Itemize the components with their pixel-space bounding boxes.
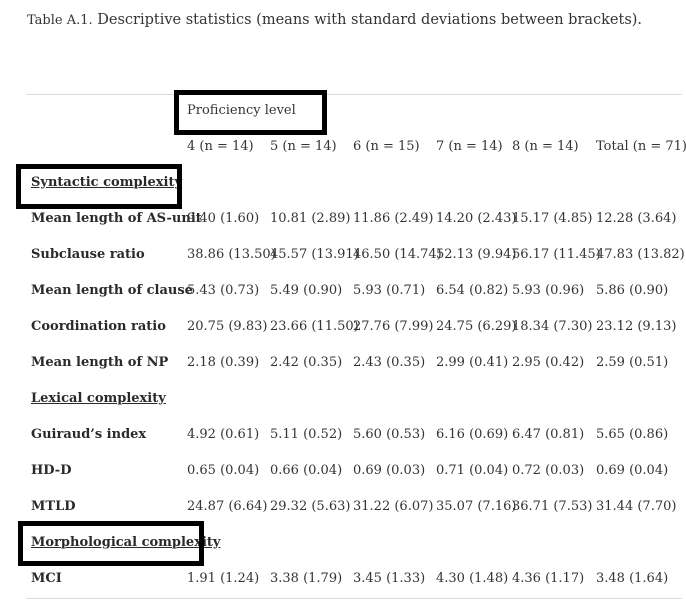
table-cell: 5.93 (0.71)	[353, 283, 426, 298]
column-header-8: 8 (n = 14)	[512, 139, 579, 154]
row-label: Mean length of AS-unit	[31, 211, 202, 226]
table-cell: 0.69 (0.04)	[596, 463, 669, 478]
table-cell: 6.54 (0.82)	[436, 283, 509, 298]
highlight-box-morphological	[18, 521, 204, 566]
table-cell: 0.69 (0.03)	[353, 463, 426, 478]
highlight-box-proficiency	[174, 90, 327, 135]
table-cell: 0.66 (0.04)	[270, 463, 343, 478]
section-heading-syntactic: Syntactic complexity	[31, 175, 183, 190]
table-cell: 2.95 (0.42)	[512, 355, 585, 370]
highlight-box-syntactic	[16, 164, 182, 209]
column-header-4: 4 (n = 14)	[187, 139, 254, 154]
table-cell: 12.28 (3.64)	[596, 211, 677, 226]
column-header-total: Total (n = 71)	[596, 139, 686, 154]
table-cell: 10.81 (2.89)	[270, 211, 351, 226]
column-header-6: 6 (n = 15)	[353, 139, 420, 154]
table-cell: 15.17 (4.85)	[512, 211, 593, 226]
table-cell: 0.71 (0.04)	[436, 463, 509, 478]
row-label: Subclause ratio	[31, 247, 145, 262]
table-cell: 36.71 (7.53)	[512, 499, 593, 514]
table-cell: 38.86 (13.50)	[187, 247, 276, 262]
table-cell: 0.72 (0.03)	[512, 463, 585, 478]
table-cell: 27.76 (7.99)	[353, 319, 434, 334]
table-bottom-rule	[26, 598, 682, 599]
table-cell: 35.07 (7.16)	[436, 499, 517, 514]
row-label: Mean length of clause	[31, 283, 193, 298]
table-cell: 5.43 (0.73)	[187, 283, 260, 298]
table-cell: 6.16 (0.69)	[436, 427, 509, 442]
table-cell: 11.86 (2.49)	[353, 211, 434, 226]
table-cell: 1.91 (1.24)	[187, 571, 260, 586]
table-cell: 14.20 (2.43)	[436, 211, 517, 226]
section-heading-lexical: Lexical complexity	[31, 391, 166, 406]
column-header-5: 5 (n = 14)	[270, 139, 337, 154]
row-label: MCI	[31, 571, 62, 586]
table-cell: 3.38 (1.79)	[270, 571, 343, 586]
row-label: Coordination ratio	[31, 319, 166, 334]
table-cell: 2.43 (0.35)	[353, 355, 426, 370]
table-cell: 5.65 (0.86)	[596, 427, 669, 442]
section-heading-morphological: Morphological complexity	[31, 535, 221, 550]
table-cell: 2.99 (0.41)	[436, 355, 509, 370]
table-cell: 3.45 (1.33)	[353, 571, 426, 586]
table-cell: 20.75 (9.83)	[187, 319, 268, 334]
table-cell: 6.47 (0.81)	[512, 427, 585, 442]
row-label: Guiraud’s index	[31, 427, 147, 442]
row-label: MTLD	[31, 499, 76, 514]
table-cell: 46.50 (14.74)	[353, 247, 442, 262]
table-cell: 2.42 (0.35)	[270, 355, 343, 370]
table-cell: 45.57 (13.91)	[270, 247, 359, 262]
table-cell: 5.11 (0.52)	[270, 427, 343, 442]
table-cell: 31.44 (7.70)	[596, 499, 677, 514]
column-header-7: 7 (n = 14)	[436, 139, 503, 154]
table-cell: 9.40 (1.60)	[187, 211, 260, 226]
table-cell: 23.12 (9.13)	[596, 319, 677, 334]
table-cell: 3.48 (1.64)	[596, 571, 669, 586]
row-label: Mean length of NP	[31, 355, 169, 370]
table-cell: 5.93 (0.96)	[512, 283, 585, 298]
table-cell: 0.65 (0.04)	[187, 463, 260, 478]
table-cell: 5.60 (0.53)	[353, 427, 426, 442]
table-cell: 4.30 (1.48)	[436, 571, 509, 586]
table-cell: 56.17 (11.45)	[512, 247, 601, 262]
caption-label: Table A.1.	[27, 13, 93, 28]
table-cell: 23.66 (11.50)	[270, 319, 359, 334]
table-cell: 2.18 (0.39)	[187, 355, 260, 370]
table-cell: 24.75 (6.29)	[436, 319, 517, 334]
table-cell: 18.34 (7.30)	[512, 319, 593, 334]
row-label: HD-D	[31, 463, 72, 478]
table-cell: 31.22 (6.07)	[353, 499, 434, 514]
spanner-header: Proficiency level	[187, 103, 296, 118]
table-cell: 47.83 (13.82)	[596, 247, 685, 262]
table-cell: 4.92 (0.61)	[187, 427, 260, 442]
table-cell: 29.32 (5.63)	[270, 499, 351, 514]
caption-text: Descriptive statistics (means with stand…	[97, 12, 643, 28]
table-cell: 5.49 (0.90)	[270, 283, 343, 298]
table-caption: Table A.1. Descriptive statistics (means…	[27, 12, 642, 28]
table-cell: 5.86 (0.90)	[596, 283, 669, 298]
table-top-rule	[26, 94, 682, 95]
table-cell: 24.87 (6.64)	[187, 499, 268, 514]
table-cell: 4.36 (1.17)	[512, 571, 585, 586]
table-cell: 52.13 (9.94)	[436, 247, 517, 262]
table-cell: 2.59 (0.51)	[596, 355, 669, 370]
